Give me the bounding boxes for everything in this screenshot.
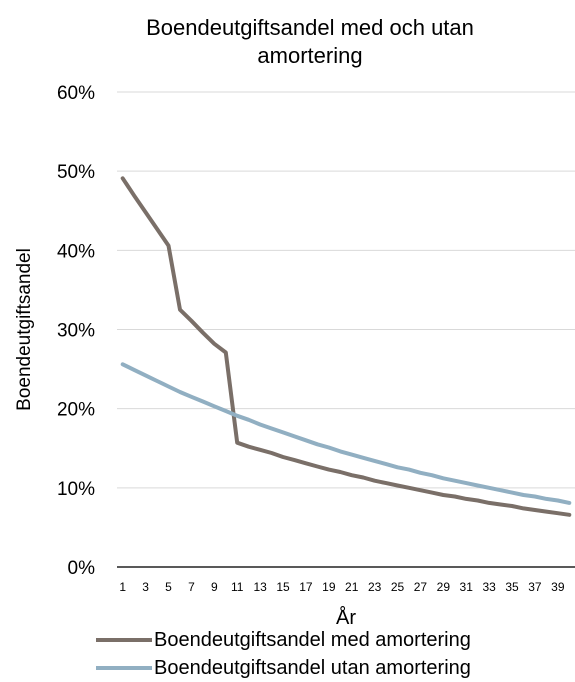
x-tick-label: 7 xyxy=(188,580,195,594)
x-tick-label: 1 xyxy=(119,580,126,594)
y-axis-label: Boendeutgiftsandel xyxy=(14,248,35,411)
x-tick-label: 19 xyxy=(322,580,336,594)
legend-item-utan-amortering: Boendeutgiftsandel utan amortering xyxy=(96,654,471,682)
chart-title-line-1: Boendeutgiftsandel med och utan xyxy=(146,15,474,40)
series-lines xyxy=(120,176,572,517)
y-tick-label: 30% xyxy=(57,321,95,342)
y-tick-label: 50% xyxy=(57,162,95,183)
legend-item-med-amortering: Boendeutgiftsandel med amortering xyxy=(96,626,471,654)
series-line-med-amortering xyxy=(120,176,572,517)
x-tick-label: 23 xyxy=(368,580,382,594)
x-tick-label: 13 xyxy=(253,580,267,594)
x-axis-ticks: 1 3 5 7 9 11 13 15 17 19 21 23 25 27 29 31 33 35 37 39 xyxy=(119,580,564,594)
x-tick-label: 39 xyxy=(551,580,565,594)
legend-label-med-amortering: Boendeutgiftsandel med amortering xyxy=(154,628,471,651)
x-tick-label: 5 xyxy=(165,580,172,594)
y-tick-label: 40% xyxy=(57,241,95,262)
x-tick-label: 29 xyxy=(437,580,451,594)
legend-label-utan-amortering: Boendeutgiftsandel utan amortering xyxy=(154,656,471,679)
x-tick-label: 9 xyxy=(211,580,218,594)
x-tick-label: 27 xyxy=(414,580,428,594)
x-tick-label: 3 xyxy=(142,580,149,594)
x-tick-label: 11 xyxy=(231,580,244,594)
x-tick-label: 17 xyxy=(299,580,313,594)
x-tick-label: 37 xyxy=(528,580,542,594)
x-tick-label: 21 xyxy=(345,580,359,594)
y-tick-label: 0% xyxy=(68,558,96,579)
gridlines xyxy=(117,91,575,489)
x-tick-label: 15 xyxy=(276,580,290,594)
legend: Boendeutgiftsandel med amortering Boende… xyxy=(96,626,471,682)
x-tick-label: 33 xyxy=(482,580,496,594)
series-line-utan-amortering xyxy=(120,362,572,505)
y-axis-ticks: 0% 10% 20% 30% 40% 50% 60% xyxy=(57,83,95,579)
chart-title: Boendeutgiftsandel med och utan amorteri… xyxy=(60,14,560,70)
y-tick-label: 10% xyxy=(57,479,95,500)
legend-swatch-utan-amortering xyxy=(96,666,152,670)
x-tick-label: 25 xyxy=(391,580,405,594)
y-tick-label: 20% xyxy=(57,400,95,421)
x-tick-label: 35 xyxy=(505,580,519,594)
y-tick-label: 60% xyxy=(57,83,95,104)
x-axis-label: År xyxy=(336,606,356,629)
chart-title-line-2: amortering xyxy=(257,43,363,68)
x-tick-label: 31 xyxy=(460,580,474,594)
legend-swatch-med-amortering xyxy=(96,638,152,642)
